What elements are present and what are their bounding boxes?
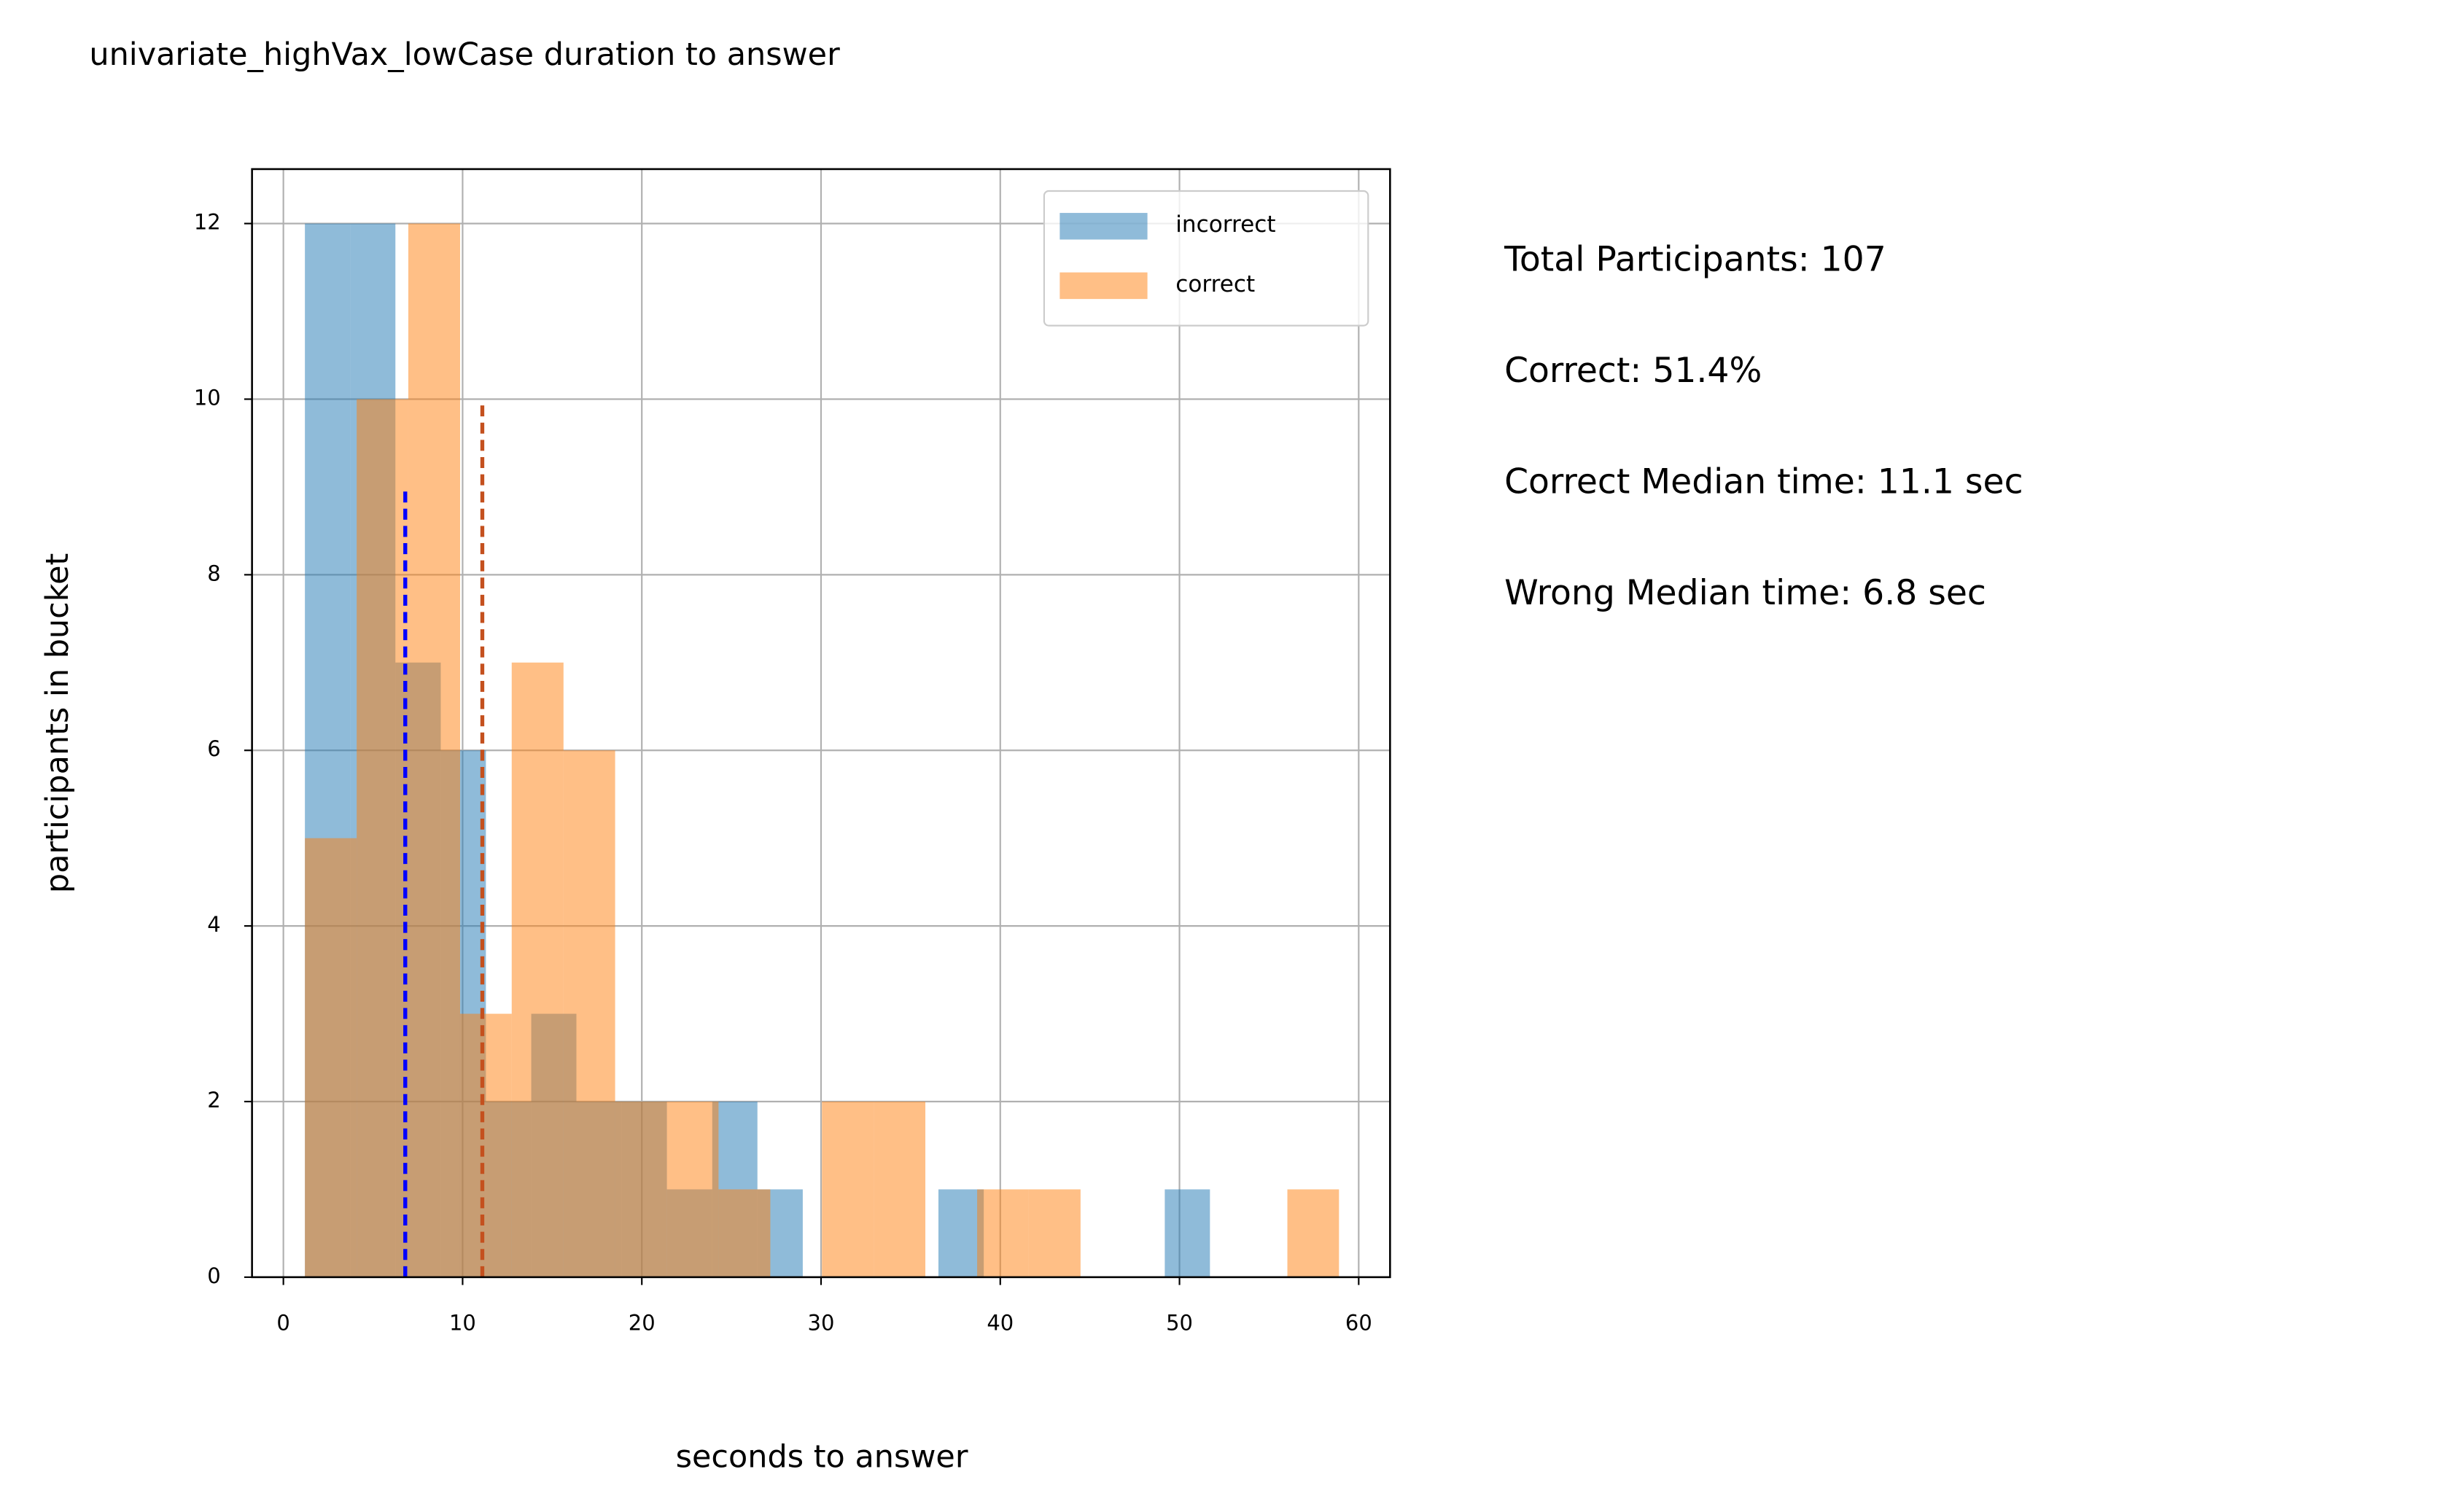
chart-title: univariate_highVax_lowCase duration to a… <box>89 36 840 73</box>
plot-frame <box>251 168 1391 1279</box>
x-tick-label: 10 <box>449 1310 476 1335</box>
histogram-bar <box>408 223 460 1277</box>
histogram-bar <box>1028 1189 1081 1277</box>
y-tick-label: 12 <box>194 210 221 235</box>
legend-label: correct <box>1175 271 1255 297</box>
histogram-bar <box>977 1189 1029 1277</box>
legend-swatch <box>1059 272 1148 300</box>
annotation: Correct Median time: 11.1 sec <box>1504 461 2023 502</box>
y-tick-label: 8 <box>207 561 220 585</box>
histogram-bar <box>1164 1189 1210 1277</box>
histogram-bar <box>357 399 408 1277</box>
histogram-bar <box>459 1013 512 1277</box>
histogram-bar <box>511 662 564 1277</box>
legend-label: incorrect <box>1175 211 1275 238</box>
histogram-bar <box>718 1189 771 1277</box>
histogram-bar <box>305 838 357 1277</box>
y-tick-label: 2 <box>207 1088 220 1112</box>
x-tick-label: 50 <box>1166 1310 1193 1335</box>
histogram-bar <box>615 1102 667 1277</box>
annotation: Total Participants: 107 <box>1504 240 1886 280</box>
histogram-bar <box>938 1189 984 1277</box>
y-tick-label: 10 <box>194 386 221 410</box>
legend-swatch <box>1059 213 1148 240</box>
histogram-bar <box>666 1102 719 1277</box>
x-tick-label: 60 <box>1345 1310 1372 1335</box>
histogram-bar <box>1287 1189 1339 1277</box>
x-tick-label: 20 <box>629 1310 656 1335</box>
legend: incorrect correct <box>1043 190 1369 327</box>
y-tick-label: 4 <box>207 912 220 937</box>
histogram-bar <box>822 1102 874 1277</box>
x-axis-label: seconds to answer <box>676 1438 968 1475</box>
histogram-bar <box>563 750 615 1277</box>
histogram-bar <box>874 1102 926 1277</box>
annotation: Wrong Median time: 6.8 sec <box>1504 573 1986 613</box>
y-axis-label: participants in bucket <box>39 553 76 893</box>
annotation: Correct: 51.4% <box>1504 351 1762 391</box>
x-tick-label: 0 <box>276 1310 289 1335</box>
x-tick-label: 30 <box>808 1310 835 1335</box>
y-tick-label: 6 <box>207 736 220 761</box>
y-tick-label: 0 <box>207 1263 220 1288</box>
x-tick-label: 40 <box>987 1310 1014 1335</box>
